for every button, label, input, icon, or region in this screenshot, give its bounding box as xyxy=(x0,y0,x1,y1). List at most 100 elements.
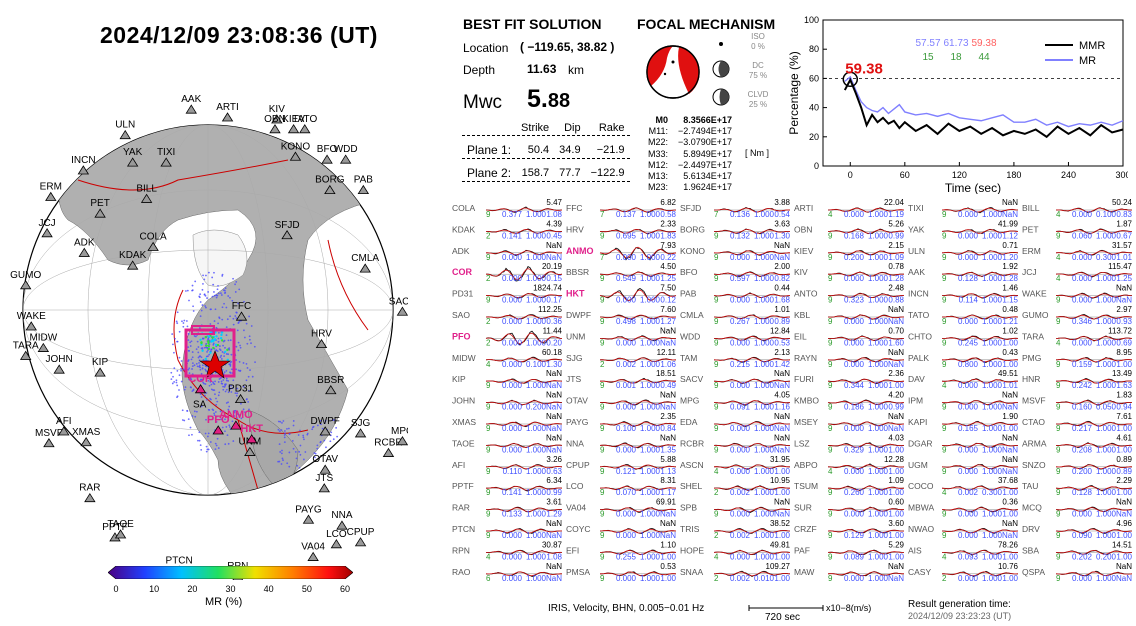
mr-grid-point xyxy=(319,440,322,443)
station-label: JTS xyxy=(315,473,333,484)
station-weight: 4 xyxy=(828,467,833,476)
station-factor: 1.000 xyxy=(982,381,1003,390)
synthetic-waveform xyxy=(485,464,563,470)
synthetic-waveform xyxy=(485,314,562,320)
station-name: PTCN xyxy=(452,524,475,534)
filter-info: IRIS, Velocity, BHN, 0.005−0.01 Hz xyxy=(548,603,705,614)
mr-grid-point xyxy=(209,397,211,400)
synthetic-waveform xyxy=(599,485,677,491)
station-name: DGAR xyxy=(908,438,933,448)
synthetic-waveform xyxy=(1055,507,1133,512)
station-label: PAYG xyxy=(295,504,322,515)
mr-grid-point xyxy=(235,311,238,314)
station-amp: 0.36 xyxy=(1002,498,1018,507)
mr-grid-point xyxy=(236,329,239,332)
mr-grid-point xyxy=(212,381,214,384)
station-name: NNA xyxy=(566,438,584,448)
station-triangle-icon xyxy=(396,436,408,446)
station-ratio: NaN xyxy=(888,317,904,326)
station-amp: 37.68 xyxy=(998,476,1019,485)
station-triangle-icon xyxy=(235,311,248,321)
station-name: COLA xyxy=(452,203,475,213)
station-amp: NaN xyxy=(888,305,904,314)
station-weight: 9 xyxy=(942,317,947,326)
mr-grid-point xyxy=(303,438,305,441)
station-weight: 9 xyxy=(714,360,719,369)
synthetic-waveform xyxy=(485,550,563,555)
mr-grid-point xyxy=(323,422,326,424)
station-name: KONO xyxy=(680,246,705,256)
station-triangle-icon xyxy=(307,551,319,561)
station-amp: 4.96 xyxy=(1116,519,1132,528)
station-factor: 1.000 xyxy=(1096,531,1117,540)
station-amp: NaN xyxy=(774,369,790,378)
station-vr: 0.001 xyxy=(616,381,637,390)
mr-grid-point xyxy=(280,463,283,465)
station-weight: 9 xyxy=(942,231,947,240)
mr-grid-point xyxy=(213,294,216,297)
synthetic-waveform xyxy=(941,528,1019,534)
colorbar-tick: 30 xyxy=(225,584,235,594)
station-factor: 1.000 xyxy=(982,210,1003,219)
station-factor: 1.000 xyxy=(982,274,1003,283)
station-vr: 0.000 xyxy=(502,317,523,326)
station-triangle-icon xyxy=(357,184,370,195)
station-factor: 1.000 xyxy=(754,510,775,519)
synthetic-waveform xyxy=(941,357,1019,363)
station-ratio: 1.28 xyxy=(1002,274,1018,283)
station-vr: 0.000 xyxy=(958,403,979,412)
mr-grid-point xyxy=(171,333,174,335)
station-amp: NaN xyxy=(1116,498,1132,507)
mr-grid-point xyxy=(242,385,245,388)
mr-grid-point xyxy=(321,427,324,430)
station-factor: 1.000 xyxy=(640,574,661,583)
station-label: KONO xyxy=(281,141,311,152)
station-ratio: 0.99 xyxy=(546,488,562,497)
station-vr: 0.000 xyxy=(616,574,637,583)
station-factor: 1.000 xyxy=(982,403,1003,412)
mr-grid-point xyxy=(213,271,215,274)
station-factor: 1.000 xyxy=(868,467,889,476)
synthetic-waveform xyxy=(713,335,791,341)
station-amp: NaN xyxy=(774,412,790,421)
station-amp: NaN xyxy=(546,391,562,400)
mr-grid-point xyxy=(247,375,250,378)
station-factor: 1.000 xyxy=(1096,381,1117,390)
station-weight: 4 xyxy=(714,552,719,561)
station-ratio: NaN xyxy=(774,510,790,519)
station-amp: NaN xyxy=(888,562,904,571)
mr-grid-point xyxy=(283,436,286,439)
synthetic-waveform xyxy=(1055,207,1133,213)
station-name: FFC xyxy=(566,203,583,213)
station-amp: 7.61 xyxy=(1116,412,1132,421)
synthetic-waveform xyxy=(599,314,677,320)
station-weight: 2 xyxy=(486,338,491,347)
station-factor: 1.000 xyxy=(868,338,889,347)
station-vr: 0.000 xyxy=(844,274,865,283)
station-vr: 0.128 xyxy=(958,274,979,283)
station-factor: 1.000 xyxy=(754,424,775,433)
station-name: COCO xyxy=(908,481,934,491)
mr-time-chart: 060120180240300020406080100Time (sec)Per… xyxy=(788,15,1128,194)
station-ratio: NaN xyxy=(546,445,562,454)
station-ratio: 0.12 xyxy=(660,296,676,305)
station-amp: 2.36 xyxy=(888,369,904,378)
station-triangle-icon xyxy=(281,229,293,240)
mr-grid-point xyxy=(173,367,176,370)
legend-label: MMR xyxy=(1079,40,1105,52)
tensor-value: 1.9624E+17 xyxy=(683,182,732,193)
synthetic-waveform xyxy=(1055,336,1133,341)
mr-grid-point xyxy=(176,384,179,387)
station-name: MCQ xyxy=(1022,503,1042,513)
mr-grid-point xyxy=(201,364,204,367)
mr-grid-point xyxy=(235,394,238,397)
station-triangle-icon xyxy=(289,151,302,161)
